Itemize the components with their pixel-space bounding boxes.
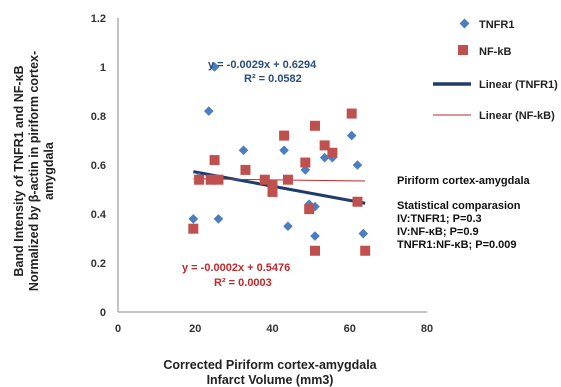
nfkb-point [205,174,216,185]
tnfr1-point [188,214,199,224]
x-tick-label: 40 [266,323,278,335]
x-tick-label: 80 [421,323,433,335]
nfkb-point [309,245,320,256]
nfkb-point [319,140,330,151]
stats-line-3: TNFR1:NF-κB; P=0.009 [397,239,517,251]
tnfr1-point [358,228,369,239]
legend-tnfr1-marker [459,18,470,29]
stats-title: Statistical comparasion [397,200,521,212]
legend-tnfr1-label: TNFR1 [479,19,514,31]
tnfr1-point [346,130,357,141]
nfkb-r2: R² = 0.0003 [214,277,272,289]
legend-linear-tnfr1-label: Linear (TNFR1) [479,79,558,91]
nfkb-point [327,147,338,158]
tnfr1-point [319,152,330,163]
nfkb-point [309,120,320,131]
nfkb-equation: y = -0.0002x + 0.5476 [182,262,290,274]
tnfr1-r2: R² = 0.0582 [244,73,302,85]
tnfr1-point [310,231,320,241]
tnfr1-point [203,106,214,116]
stats-line-1: IV:TNFR1; P=0.3 [397,213,482,225]
y-axis-title-line-2: Normalized by β-actin in piriform cortex… [27,51,41,291]
stats-line-2: IV:NF-κB; P=0.9 [397,226,479,238]
x-axis-title-line-2: Infarct Volume (mm3) [207,373,334,387]
x-tick-label: 60 [344,323,356,335]
y-axis-title-line-3: amygdala [42,141,56,200]
nfkb-point [360,245,371,256]
nfkb-point [300,157,311,168]
y-tick-label: 0.8 [91,111,106,123]
y-axis-title-line-1: Band Intensity of TNFR1 and NF-κB [12,65,26,276]
y-tick-label: 0.4 [91,209,107,221]
nfkb-point [346,108,357,119]
data-points [188,62,371,256]
x-tick-label: 20 [189,323,201,335]
nfkb-point [259,174,270,185]
nfkb-point [188,223,199,234]
nfkb-point [209,155,220,166]
y-tick-label: 0.2 [91,258,106,270]
y-tick-label: 1.2 [91,13,106,25]
tnfr1-point [213,214,224,224]
y-tick-label: 0.6 [91,160,106,172]
legend-linear-nfkb-label: Linear (NF-kB) [479,110,555,122]
nfkb-point [213,174,224,185]
tnfr1-point [209,62,220,72]
tnfr1-point [238,145,249,156]
nfkb-point [279,130,290,141]
y-tick-label: 0 [100,307,106,319]
nfkb-point [240,164,251,175]
tnfr1-point [352,160,363,170]
legend-nfkb-label: NF-kB [479,46,511,58]
nfkb-point [267,186,278,197]
x-axis-title-line-1: Corrected Piriform cortex-amygdala [163,358,377,372]
nfkb-point [267,179,278,190]
region-label: Piriform cortex-amygdala [397,175,531,187]
legend: TNFR1 NF-kB Linear (TNFR1) Linear (NF-kB… [433,18,558,122]
legend-nfkb-marker [458,45,468,55]
y-tick-labels: 0 0.2 0.4 0.6 0.8 1 1.2 [91,13,107,319]
tnfr1-equation: y = -0.0029x + 0.6294 [208,59,317,71]
nfkb-point [352,196,363,207]
nfkb-point [282,174,293,185]
nfkb-point [304,204,315,215]
nfkb-point [194,174,205,185]
x-tick-labels: 0 20 40 60 80 [115,323,433,335]
tnfr1-point [279,145,289,156]
x-tick-label: 0 [115,323,121,335]
tnfr1-point [283,221,293,232]
y-tick-label: 1 [100,62,106,74]
